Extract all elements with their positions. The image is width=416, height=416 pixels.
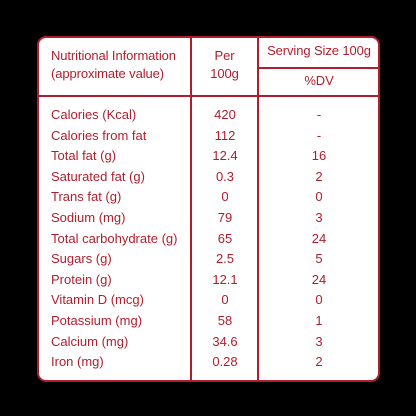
percent-dv-value: - — [316, 107, 322, 122]
percent-dv-value: 3 — [315, 209, 323, 225]
nutrient-name: Trans fat (g) — [51, 189, 122, 205]
nutrient-name: Saturated fat (g) — [51, 168, 145, 184]
per-100g-value: 34.6 — [212, 333, 238, 349]
header-serving-size: Serving Size 100g — [267, 43, 371, 58]
percent-dv-value: 24 — [311, 230, 327, 246]
serving-size-divider — [257, 67, 378, 69]
nutrition-table: Nutritional Information (approximate val… — [37, 36, 380, 382]
header-nutritional-information: Nutritional Information — [51, 48, 176, 63]
column-divider-right — [257, 38, 259, 380]
table-row: Calories from fat 112 - — [39, 126, 378, 147]
nutrient-name: Potassium (mg) — [51, 312, 143, 328]
per-100g-value: 112 — [214, 127, 236, 143]
table-row: Calcium (mg) 34.6 3 — [39, 332, 378, 353]
nutrient-name: Protein (g) — [51, 271, 112, 287]
per-100g-value: 12.4 — [212, 148, 238, 164]
nutrient-name: Calcium (mg) — [51, 333, 129, 349]
percent-dv-value: 3 — [315, 333, 323, 349]
nutrient-name: Vitamin D (mcg) — [51, 292, 144, 308]
percent-dv-value: 24 — [311, 271, 327, 287]
table-row: Saturated fat (g) 0.3 2 — [39, 167, 378, 188]
per-100g-value: 65 — [217, 230, 233, 246]
table-row: Sodium (mg) 79 3 — [39, 208, 378, 229]
percent-dv-value: 1 — [315, 312, 323, 328]
per-100g-value: 12.1 — [212, 271, 238, 287]
table-row: Iron (mg) 0.28 2 — [39, 352, 378, 373]
table-row: Trans fat (g) 0 0 — [39, 187, 378, 208]
percent-dv-value: 0 — [315, 292, 323, 308]
per-100g-value: 79 — [217, 209, 233, 225]
nutrient-name: Sugars (g) — [51, 251, 112, 267]
percent-dv-value: 16 — [311, 148, 327, 164]
table-row: Total fat (g) 12.4 16 — [39, 146, 378, 167]
nutrient-name: Total carbohydrate (g) — [51, 230, 178, 246]
table-row: Sugars (g) 2.5 5 — [39, 249, 378, 270]
table-row: Calories (Kcal) 420 - — [39, 105, 378, 126]
table-row: Protein (g) 12.1 24 — [39, 270, 378, 291]
percent-dv-value: 5 — [315, 251, 323, 267]
nutrient-name: Sodium (mg) — [51, 209, 126, 225]
header-100g: 100g — [210, 66, 239, 81]
column-divider-left — [190, 38, 192, 380]
percent-dv-value: 2 — [315, 168, 323, 184]
header-approximate-value: (approximate value) — [51, 66, 164, 81]
header-per: Per — [214, 48, 235, 63]
header-percent-dv: %DV — [304, 73, 334, 88]
percent-dv-value: 0 — [315, 189, 323, 205]
per-100g-value: 0.28 — [212, 354, 238, 370]
nutrient-name: Total fat (g) — [51, 148, 117, 164]
percent-dv-value: 2 — [315, 354, 323, 370]
header-divider — [39, 95, 378, 97]
nutrient-rows: Calories (Kcal) 420 - Calories from fat … — [39, 105, 378, 373]
per-100g-value: 0 — [221, 189, 229, 205]
per-100g-value: 58 — [217, 312, 233, 328]
nutrient-name: Calories from fat — [51, 127, 147, 143]
table-row: Potassium (mg) 58 1 — [39, 311, 378, 332]
per-100g-value: 420 — [214, 107, 236, 122]
table-row: Vitamin D (mcg) 0 0 — [39, 290, 378, 311]
nutrient-name: Iron (mg) — [51, 354, 104, 370]
per-100g-value: 0.3 — [215, 168, 235, 184]
table-row: Total carbohydrate (g) 65 24 — [39, 229, 378, 250]
percent-dv-value: - — [316, 127, 322, 143]
per-100g-value: 0 — [221, 292, 229, 308]
nutrient-name: Calories (Kcal) — [51, 107, 137, 122]
per-100g-value: 2.5 — [215, 251, 235, 267]
